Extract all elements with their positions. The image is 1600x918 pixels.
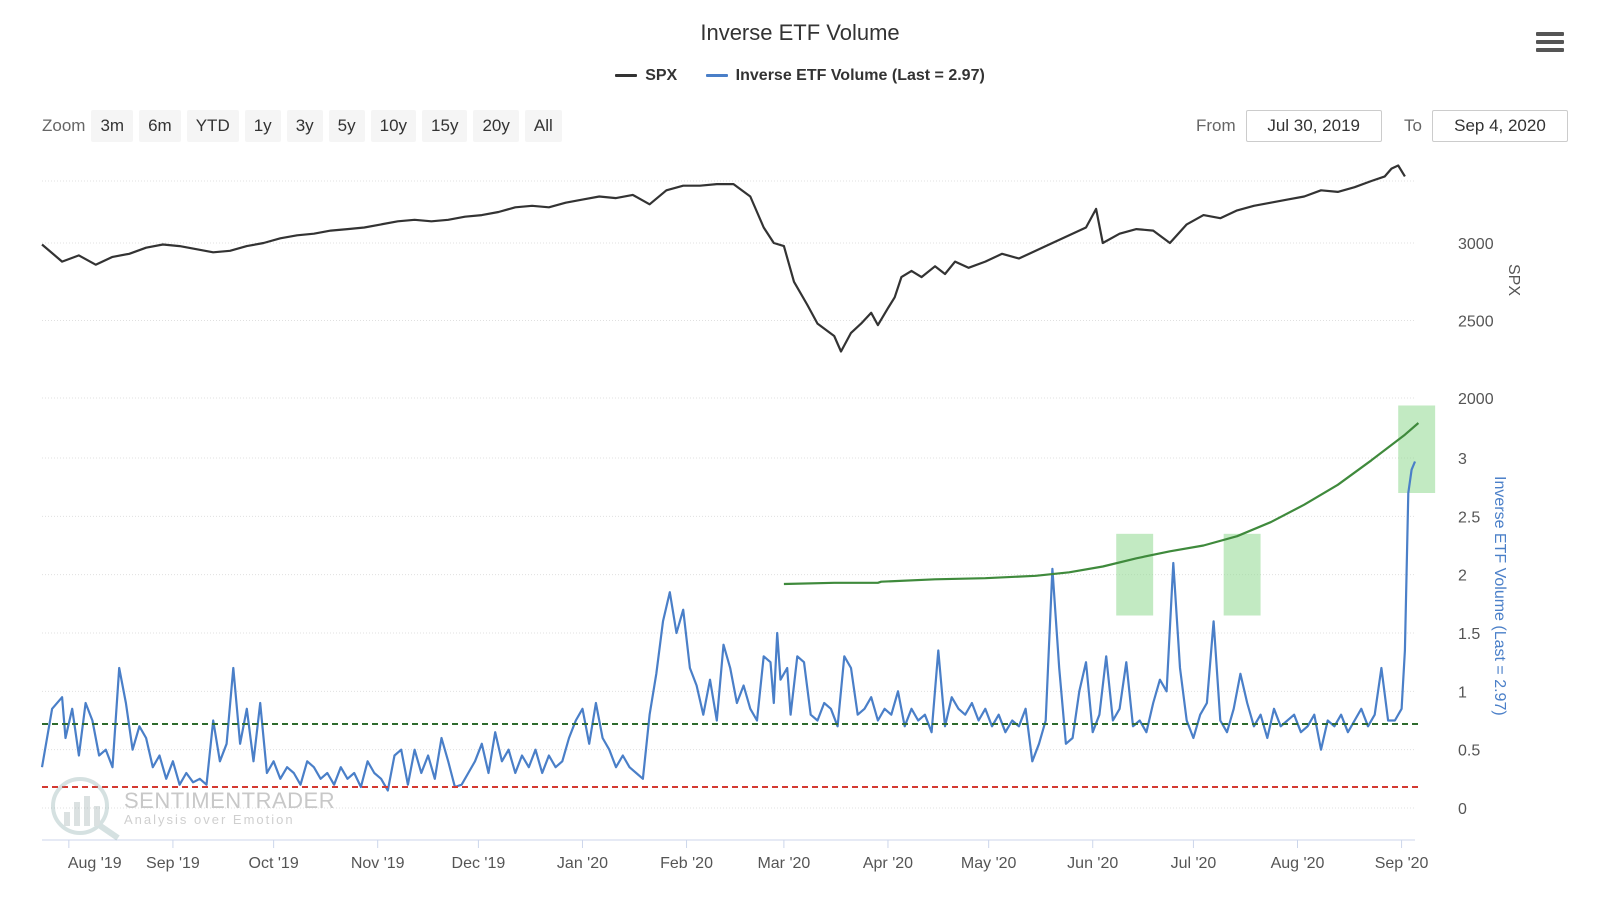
zoom-all-button[interactable]: All [524, 110, 562, 142]
x-tick-label: Sep '19 [146, 855, 200, 872]
y-tick-label: 1 [1458, 684, 1467, 701]
x-tick-label: Oct '19 [249, 855, 299, 872]
series-line-rising-threshold [783, 422, 1420, 586]
zoom-3m-button[interactable]: 3m [91, 110, 134, 142]
from-label: From [1196, 116, 1236, 135]
watermark-tagline: Analysis over Emotion [124, 812, 295, 827]
y-axis-title-inverse-etf: Inverse ETF Volume (Last = 2.97) [1491, 476, 1508, 716]
x-tick-label: Apr '20 [863, 855, 913, 872]
series-line-spx [41, 164, 1406, 353]
y-tick-label: 1.5 [1458, 626, 1480, 643]
legend-swatch-inverse-etf [705, 74, 728, 77]
legend-item-inverse-etf[interactable]: Inverse ETF Volume (Last = 2.97) [705, 66, 985, 85]
zoom-15y-button[interactable]: 15y [422, 110, 468, 142]
watermark-brand: SENTIMENTRADER [124, 788, 335, 813]
watermark-logo-icon [51, 777, 120, 841]
highlight-box [1398, 405, 1436, 493]
y-tick-label: 2.5 [1458, 509, 1480, 526]
zoom-3y-button[interactable]: 3y [286, 110, 323, 142]
zoom-label: Zoom [42, 116, 86, 135]
to-label: To [1404, 116, 1422, 135]
zoom-1y-button[interactable]: 1y [244, 110, 281, 142]
y-tick-label: 0 [1458, 801, 1467, 818]
x-tick-label: May '20 [961, 855, 1017, 872]
highlight-box [1116, 533, 1154, 616]
legend-item-spx[interactable]: SPX [615, 67, 677, 85]
y-tick-label: 0.5 [1458, 743, 1480, 760]
zoom-10y-button[interactable]: 10y [370, 110, 417, 142]
to-date-input[interactable]: Sep 4, 2020 [1431, 110, 1568, 142]
from-date-input[interactable]: Jul 30, 2019 [1245, 110, 1382, 142]
x-tick-label: Sep '20 [1375, 855, 1429, 872]
x-tick-label: Jan '20 [557, 855, 608, 872]
x-tick-label: Feb '20 [660, 855, 713, 872]
x-tick-label: Dec '19 [452, 855, 506, 872]
legend-swatch-spx [615, 74, 638, 77]
x-tick-label: Nov '19 [351, 855, 405, 872]
y-tick-label: 2500 [1458, 314, 1494, 331]
legend-label-spx: SPX [645, 66, 678, 84]
y-axis-title-spx: SPX [1505, 264, 1522, 296]
y-tick-label: 2000 [1458, 391, 1494, 408]
y-tick-label: 3 [1458, 451, 1467, 468]
y-tick-label: 3000 [1458, 236, 1494, 253]
chart-title: Inverse ETF Volume [700, 20, 900, 45]
zoom-20y-button[interactable]: 20y [473, 110, 519, 142]
x-tick-label: Jun '20 [1067, 855, 1118, 872]
x-tick-label: Mar '20 [757, 855, 810, 872]
x-tick-label: Aug '19 [68, 855, 122, 872]
x-tick-label: Jul '20 [1171, 855, 1217, 872]
zoom-6m-button[interactable]: 6m [139, 110, 181, 142]
y-tick-label: 2 [1458, 568, 1467, 585]
legend: SPX Inverse ETF Volume (Last = 2.97) [0, 64, 1600, 85]
series-line-inverse-etf-volume-last-2-97 [40, 461, 1417, 792]
zoom-bar: Zoom 3m 6m YTD 1y 3y 5y 10y 15y 20y All [42, 110, 568, 142]
x-tick-label: Aug '20 [1271, 855, 1325, 872]
zoom-ytd-button[interactable]: YTD [186, 110, 239, 142]
hamburger-menu-icon[interactable] [1536, 32, 1564, 56]
range-to: To Sep 4, 2020 [1404, 110, 1568, 142]
zoom-5y-button[interactable]: 5y [328, 110, 365, 142]
highlight-box [1223, 533, 1261, 616]
range-from: From Jul 30, 2019 [1196, 110, 1382, 142]
legend-label-inverse-etf: Inverse ETF Volume (Last = 2.97) [735, 66, 985, 84]
